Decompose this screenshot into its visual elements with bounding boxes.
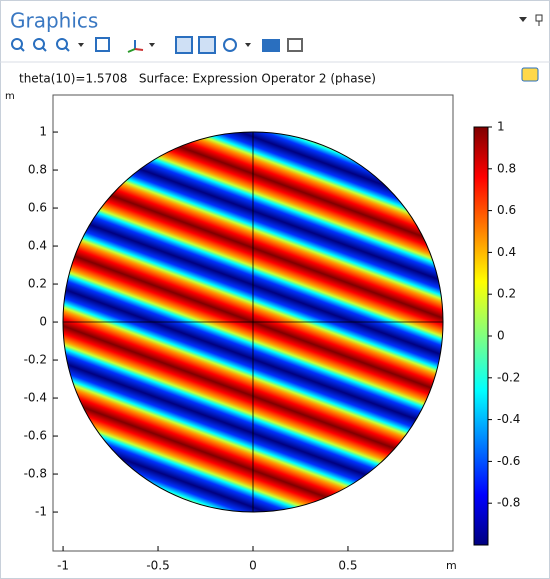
view-axes[interactable] [127,40,144,53]
dropdown[interactable] [78,43,84,47]
show-legends[interactable] [198,36,216,54]
colorbar-tick-label: -0.8 [497,496,520,510]
x-tick-label: -1 [57,559,69,573]
show-grid[interactable] [175,36,193,54]
colorbar [473,126,489,546]
x-tick-label: -0.5 [146,559,169,573]
y-tick-label: 0 [39,315,47,329]
y-tick-label: -0.2 [24,353,47,367]
y-tick-label: -0.6 [24,429,47,443]
dropdown[interactable] [149,43,155,47]
zoom-extents[interactable] [95,37,110,52]
y-unit: m [5,91,15,102]
menu-arrow[interactable] [519,17,527,22]
zoom-in[interactable] [11,38,25,52]
print[interactable] [287,38,303,52]
colorbar-tick-label: -0.4 [497,412,520,426]
colorbar-tick-label: 0 [497,329,505,343]
export-button[interactable] [521,67,539,82]
colorbar-tick-label: 0.2 [497,287,516,301]
scene-light[interactable] [223,38,237,52]
pin-button[interactable] [535,14,543,26]
y-tick-label: -0.4 [24,391,47,405]
y-tick-label: -0.8 [24,467,47,481]
colorbar-tick-label: 0.4 [497,245,516,259]
plot-title: theta(10)=1.5708 Surface: Expression Ope… [19,72,376,86]
colorbar-tick-label: 1 [497,120,505,134]
zoom-box[interactable] [56,38,70,52]
window-title: Graphics [10,9,98,33]
colorbar-tick-label: -0.6 [497,454,520,468]
colorbar-tick-label: -0.2 [497,370,520,384]
y-tick-label: 0.8 [28,163,47,177]
y-tick-label: 0.6 [28,201,47,215]
colorbar-tick-label: 0.8 [497,161,516,175]
y-tick-label: -1 [35,505,47,519]
dropdown[interactable] [245,43,251,47]
x-unit: m [446,559,457,572]
zoom-out[interactable] [33,38,47,52]
image-snapshot[interactable] [262,39,280,52]
y-tick-label: 0.4 [28,239,47,253]
x-tick-label: 0 [249,559,257,573]
x-tick-label: 0.5 [338,559,357,573]
colorbar-tick-label: 0.6 [497,203,516,217]
y-tick-label: 1 [39,125,47,139]
y-tick-label: 0.2 [28,277,47,291]
toolbar [11,36,303,54]
